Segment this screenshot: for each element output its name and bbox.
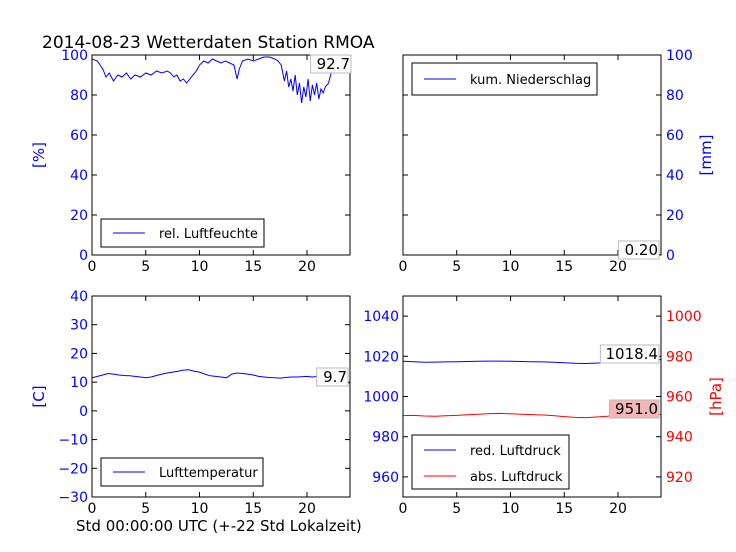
y2tick-label: 960 [666, 390, 693, 406]
last-value2-pressure-box [609, 399, 660, 419]
y2tick-label: 920 [666, 470, 693, 486]
ylabel-precipitation: [mm] [697, 135, 715, 176]
ytick-label: −20 [58, 461, 88, 477]
y2tick-label: 20 [666, 208, 684, 224]
xtick-label: 20 [298, 501, 316, 517]
y2tick-label: 80 [666, 88, 684, 104]
legend-label-0: rel. Luftfeuchte [159, 227, 258, 242]
series-line-humidity-0 [92, 56, 349, 104]
figure-xlabel: Std 00:00:00 UTC (+-22 Std Lokalzeit) [76, 517, 362, 535]
panel-humidity: 0 5 10 15 20 0 20 40 60 80 100 [%] rel. Luftfeuchte 9… [30, 48, 352, 275]
plot-frame-humidity [91, 54, 351, 256]
last-value-pressure: 1018.4 [606, 345, 659, 363]
last-value-humidity-box [310, 54, 352, 74]
xtick-label: 5 [141, 259, 150, 275]
xtick-label: 20 [298, 259, 316, 275]
xtick-label: 0 [88, 501, 97, 517]
last-value-temperature-box [316, 367, 349, 387]
ytick-label: 1000 [363, 390, 399, 406]
ylabel-humidity: [%] [30, 142, 48, 168]
panel-precipitation: 0 5 10 15 20 0 20 40 60 80 100 [mm] kum. Niederschla… [399, 48, 715, 275]
ytick-label: 100 [61, 48, 88, 64]
xtick-label: 5 [141, 501, 150, 517]
panel-pressure: 0 5 10 15 20 960 980 1000 1020 1040 920 940 960 980 10… [363, 295, 725, 517]
ytick-label: 0 [79, 404, 88, 420]
legend-box-pressure [411, 434, 570, 490]
ytick-label: 20 [70, 346, 88, 362]
ytick-label: 20 [70, 208, 88, 224]
y2label-pressure: [hPa] [707, 377, 725, 416]
y2tick-label: 100 [666, 48, 693, 64]
ytick-label: 40 [70, 289, 88, 305]
xtick-label: 10 [502, 501, 520, 517]
last-value-pressure-box [599, 344, 660, 364]
plot-frame-temperature [91, 295, 351, 498]
xtick-label: 10 [191, 259, 209, 275]
xtick-label: 15 [555, 501, 573, 517]
xtick-label: 10 [191, 501, 209, 517]
ytick-label: 960 [372, 470, 399, 486]
last-value2-pressure: 951.0 [615, 400, 658, 418]
figure-title: 2014-08-23 Wetterdaten Station RMOA [42, 33, 375, 53]
xtick-label: 0 [88, 259, 97, 275]
ytick-label: 80 [70, 88, 88, 104]
ylabel-temperature: [C] [30, 385, 48, 407]
last-value-humidity: 92.7 [317, 55, 350, 73]
xtick-label: 10 [502, 259, 520, 275]
xtick-label: 5 [452, 501, 461, 517]
ytick-label: 980 [372, 430, 399, 446]
xtick-label: 20 [609, 501, 627, 517]
plot-frame-precipitation [402, 54, 662, 256]
legend-label-0: Lufttemperatur [159, 466, 258, 481]
ytick-label: 1040 [363, 309, 399, 325]
xtick-label: 15 [555, 259, 573, 275]
xtick-label: 5 [452, 259, 461, 275]
y2tick-label: 60 [666, 128, 684, 144]
ytick-label: 0 [79, 248, 88, 264]
ytick-label: 40 [70, 168, 88, 184]
last-value-temperature: 9.7 [323, 368, 347, 386]
y2tick-label: 40 [666, 168, 684, 184]
xtick-label: 0 [399, 259, 408, 275]
ytick-label: −10 [58, 433, 88, 449]
xtick-label: 15 [244, 501, 262, 517]
legend-label-1: abs. Luftdruck [470, 470, 563, 485]
ytick-label: 30 [70, 318, 88, 334]
panel-temperature: 0 5 10 15 20 −30 −20 −10 0 10 20 30 40 [C] Lufttempera… [30, 289, 351, 517]
last-value-precipitation-box [618, 240, 660, 260]
xtick-label: 0 [399, 501, 408, 517]
xtick-label: 20 [609, 259, 627, 275]
y2tick-label: 940 [666, 430, 693, 446]
ytick-label: 1020 [363, 349, 399, 365]
y2tick-label: 0 [666, 248, 675, 264]
y2tick-label: 980 [666, 349, 693, 365]
ytick-label: 60 [70, 128, 88, 144]
ytick-label: 10 [70, 375, 88, 391]
ytick-label: −30 [58, 490, 88, 506]
legend-label-0: red. Luftdruck [470, 444, 561, 459]
legend-label-0: kum. Niederschlag [470, 73, 591, 88]
series-line-temperature-0 [92, 369, 350, 384]
xtick-label: 15 [244, 259, 262, 275]
last-value-precipitation: 0.20 [625, 241, 658, 259]
y2tick-label: 1000 [666, 309, 702, 325]
